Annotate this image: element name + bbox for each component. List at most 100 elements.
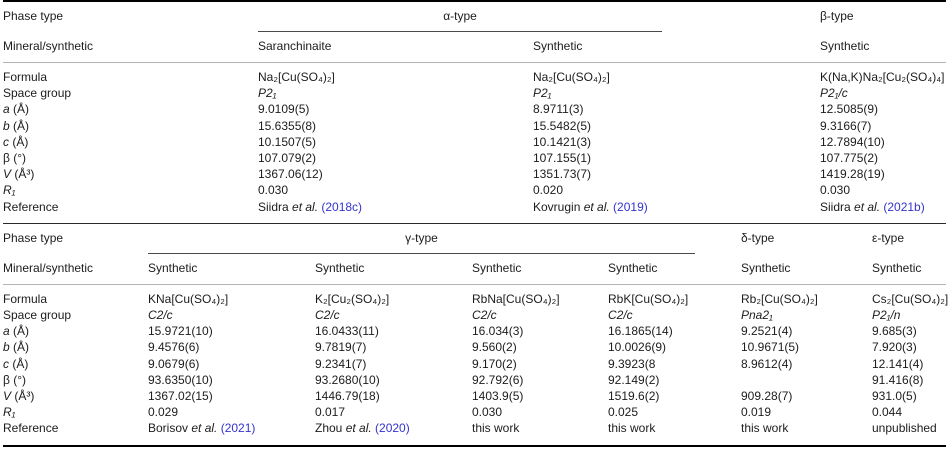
row-label-italic: R₁ [3,405,16,420]
cell: 10.0026(9) [608,340,667,355]
column-header: Saranchinaite [258,39,332,53]
cell: 9.7819(7) [315,340,367,355]
cell: KNa[Cu(SO₄)₂] [148,291,229,306]
cell: 0.029 [148,405,179,420]
cell: 16.0433(11) [315,324,379,339]
ref-author: this work [608,421,656,436]
cell: 0.030 [820,183,851,198]
citation-link[interactable]: (2019) [609,199,648,214]
cell: 107.079(2) [258,151,317,166]
table-gamma-delta-epsilon: Phase type γ-type δ-type ε-type Mineral/… [3,224,949,447]
cell: P2₁/c [820,86,848,101]
column-header: Synthetic [741,260,791,275]
cell: Cs₂[Cu(SO₄)₂] [872,291,949,306]
cell: P2₁ [258,86,277,101]
reference-cell: this work [741,420,872,436]
reference-cell: unpublished [872,420,946,436]
row-label: c (Å) [3,356,148,372]
beta-type-label: β-type [820,9,854,23]
row-r1: R₁ 0.030 0.020 0.030 [3,182,946,198]
alpha-type-label: α-type [443,9,477,23]
cell: 12.7894(10) [820,134,885,149]
reference-cell: Borisov et al. (2021) [148,420,315,436]
cell: 0.025 [608,405,639,420]
table-alpha-beta: Phase type α-type β-type Mineral/synthet… [3,0,946,224]
row-a: a (Å) 9.0109(5) 8.9711(3) 12.5085(9) [3,101,946,117]
cell: 92.792(6) [472,372,524,387]
cell: 909.28(7) [741,389,793,404]
table1-header: Phase type α-type β-type Mineral/synthet… [3,2,946,63]
citation-link[interactable]: (2021) [217,421,256,436]
row-label: Formula [3,291,148,307]
epsilon-type-label: ε-type [872,230,905,245]
row-reference: Reference Borisov et al. (2021) Zhou et … [3,420,946,436]
phase-type-label: Phase type [3,9,64,23]
row-label: a (Å) [3,101,258,117]
cell: 16.034(3) [472,324,524,339]
table2-body: Formula KNa[Cu(SO₄)₂] K₂[Cu₂(SO₄)₂] RbNa… [3,285,949,445]
cell: C2/c [315,308,340,323]
row-label: β (°) [3,372,148,388]
column-header: Synthetic [315,260,365,275]
row-label-text: (Å) [9,356,29,371]
citation-link[interactable]: (2018c) [318,199,363,214]
ref-etal: et al. [583,199,610,214]
column-header: Synthetic [608,260,658,275]
row-label-text: (Å³) [11,167,35,182]
ref-etal: et al. [191,421,218,436]
phase-type-label: Phase type [3,230,64,245]
ref-etal: et al. [345,421,372,436]
cell: 9.0679(6) [148,356,200,371]
cell: K₂[Cu₂(SO₄)₂] [315,291,390,306]
row-formula: Formula Na₂[Cu(SO₄)₂] Na₂[Cu(SO₄)₂] K(Na… [3,69,946,85]
cell: C2/c [608,308,633,323]
cell: C2/c [472,308,497,323]
cell: RbNa[Cu(SO₄)₂] [472,291,560,306]
row-label-text: Formula [3,70,48,84]
column-header: Synthetic [533,39,583,53]
row-label: β (°) [3,150,258,166]
row-label-italic: c [3,356,9,371]
table1-body: Formula Na₂[Cu(SO₄)₂] Na₂[Cu(SO₄)₂] K(Na… [3,63,946,223]
mineral-synthetic-row: Mineral/synthetic Synthetic Synthetic Sy… [3,254,946,284]
cell: 1519.6(2) [608,389,660,404]
row-label: V (Å³) [3,388,148,404]
row-label-text: (Å) [9,340,30,355]
cell: RbK[Cu(SO₄)₂] [608,291,689,306]
cell: 15.6355(8) [258,118,317,133]
row-label-text: (Å) [9,134,29,149]
row-label: b (Å) [3,118,258,134]
row-label-italic: a [3,324,10,339]
row-volume: V (Å³) 1367.02(15) 1446.79(18) 1403.9(5)… [3,388,946,404]
ref-author: Zhou [315,421,346,436]
cell: 9.170(2) [472,356,517,371]
cell: Na₂[Cu(SO₄)₂] [258,70,335,84]
cell: 9.560(2) [472,340,517,355]
cell: 12.141(4) [872,356,924,371]
row-label: c (Å) [3,134,258,150]
row-label-text: β (°) [3,372,27,387]
row-beta-angle: β (°) 107.079(2) 107.155(1) 107.775(2) [3,150,946,166]
row-label-italic: a [3,102,10,117]
cell: 8.9711(3) [533,102,584,117]
cell: 1367.02(15) [148,389,213,404]
row-label-text: Space group [3,308,72,323]
cell: K(Na,K)Na₂[Cu₂(SO₄)₄] [820,70,945,84]
row-r1: R₁ 0.029 0.017 0.030 0.025 0.019 0.044 [3,404,946,420]
row-label-text: (Å) [9,118,30,133]
ref-etal: et al. [292,199,319,214]
cell: P2₁/n [872,308,901,323]
cell: 8.9612(4) [741,356,793,371]
cell: Pna2₁ [741,308,773,323]
citation-link[interactable]: (2020) [371,421,410,436]
cell: 10.1421(3) [533,134,592,149]
ref-etal: et al. [854,199,881,214]
cell: 931.0(5) [872,389,917,404]
cell: 0.030 [258,183,289,198]
mineral-synthetic-row: Mineral/synthetic Saranchinaite Syntheti… [3,32,946,62]
cell: 107.775(2) [820,151,879,166]
mineral-synthetic-label: Mineral/synthetic [3,260,94,275]
citation-link[interactable]: (2021b) [880,199,925,214]
cell: 9.2521(4) [741,324,793,339]
cell: 0.044 [872,405,903,420]
